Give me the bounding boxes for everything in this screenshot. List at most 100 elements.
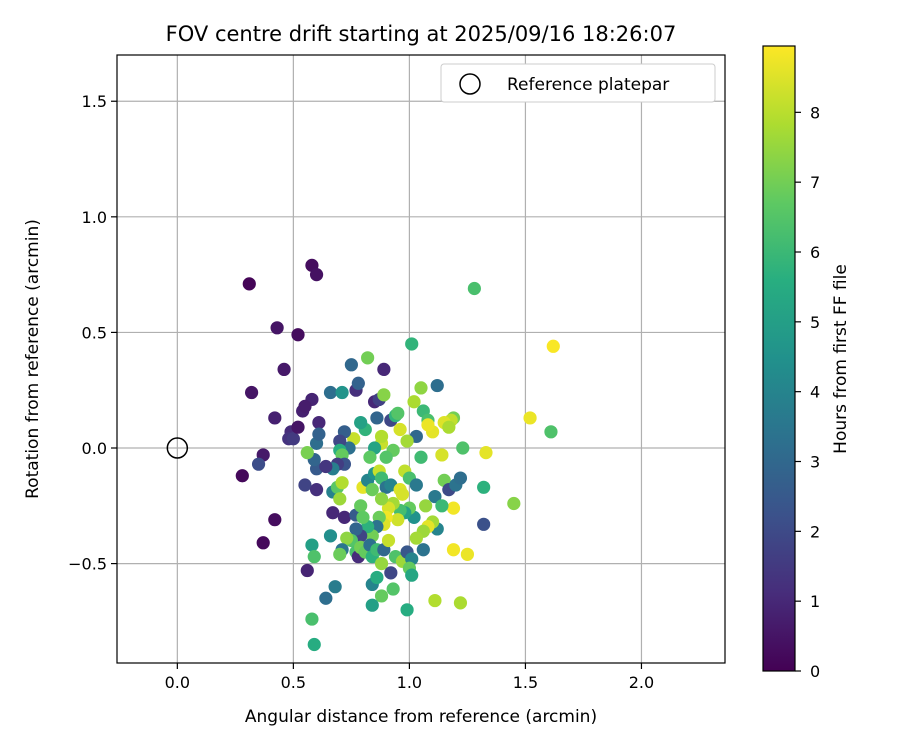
- data-point: [460, 547, 475, 561]
- data-point: [477, 517, 491, 531]
- data-point: [323, 385, 338, 400]
- data-point: [354, 415, 368, 430]
- data-point: [335, 385, 349, 400]
- x-axis-label: Angular distance from reference (arcmin): [245, 707, 597, 727]
- data-point: [479, 446, 493, 460]
- data-point: [307, 637, 321, 652]
- data-point: [419, 499, 433, 513]
- data-point: [356, 510, 370, 524]
- data-point: [435, 499, 449, 513]
- data-point: [374, 492, 389, 506]
- x-tick-label: 1.0: [397, 673, 422, 692]
- data-point: [300, 563, 314, 578]
- data-point: [405, 568, 419, 582]
- y-tick-label: 0.5: [82, 323, 107, 342]
- x-tick-label: 1.5: [513, 673, 538, 692]
- data-point: [391, 513, 405, 527]
- colorbar: 0 1 2 3 4 5 6 7 8 Hours from first FF file: [762, 45, 851, 681]
- data-point: [307, 550, 321, 564]
- data-point: [428, 489, 442, 504]
- data-point: [377, 388, 391, 402]
- data-point: [409, 531, 423, 545]
- y-tick-label: 1.0: [82, 208, 107, 227]
- data-point: [268, 411, 282, 425]
- data-point: [414, 381, 428, 395]
- data-point: [416, 543, 430, 557]
- colorbar-gradient: [762, 45, 796, 672]
- colorbar-tick-label: 6: [810, 243, 820, 262]
- legend: Reference platepar: [440, 63, 716, 103]
- data-point: [374, 589, 389, 603]
- data-point: [386, 582, 400, 596]
- scatter-points: [235, 258, 560, 652]
- data-point: [456, 441, 470, 455]
- data-point: [374, 429, 389, 444]
- data-point: [523, 411, 537, 425]
- data-point: [477, 480, 491, 494]
- data-point: [421, 418, 435, 432]
- data-point: [381, 533, 396, 548]
- data-point: [393, 422, 407, 437]
- data-point: [446, 501, 461, 515]
- data-point: [544, 425, 558, 439]
- data-point: [333, 492, 347, 506]
- data-point: [405, 337, 419, 351]
- data-point: [395, 487, 410, 501]
- y-tick-label: 0.0: [82, 439, 107, 458]
- data-point: [361, 351, 375, 365]
- data-point: [365, 483, 379, 497]
- colorbar-tick-label: 8: [810, 103, 820, 122]
- data-point: [442, 420, 456, 434]
- data-point: [235, 469, 249, 483]
- y-tick-label: 1.5: [82, 92, 107, 111]
- data-point: [340, 531, 354, 545]
- data-point: [309, 268, 324, 282]
- data-point: [312, 415, 326, 430]
- data-point: [546, 339, 560, 353]
- plot-area: [116, 54, 726, 664]
- chart-title: FOV centre drift starting at 2025/09/16 …: [166, 22, 677, 46]
- data-point: [384, 566, 398, 580]
- data-point: [435, 448, 449, 462]
- legend-marker-icon: [459, 73, 481, 95]
- plot-frame-bg: [117, 55, 725, 663]
- data-point: [305, 612, 319, 626]
- data-point: [244, 385, 259, 400]
- data-point: [242, 277, 256, 291]
- x-tick-label: 0.5: [281, 673, 306, 692]
- colorbar-tick-label: 0: [810, 662, 820, 681]
- data-point: [407, 395, 421, 409]
- data-point: [391, 406, 405, 420]
- data-point: [370, 411, 384, 425]
- data-point: [277, 362, 291, 377]
- data-point: [319, 591, 333, 605]
- data-point: [326, 506, 340, 520]
- data-point: [374, 556, 389, 571]
- data-point: [349, 522, 363, 536]
- y-axis-ticks: −0.5 0.0 0.5 1.0 1.5: [68, 92, 117, 574]
- x-tick-label: 0.0: [165, 673, 190, 692]
- data-point: [365, 598, 379, 612]
- data-point: [414, 450, 428, 464]
- x-tick-label: 2.0: [629, 673, 654, 692]
- data-point: [298, 399, 312, 413]
- data-point: [333, 434, 347, 448]
- reference-point-marker: [166, 437, 189, 459]
- data-point: [305, 538, 319, 552]
- colorbar-label: Hours from first FF file: [831, 264, 851, 454]
- data-point: [400, 603, 414, 617]
- data-point: [309, 483, 324, 497]
- colorbar-tick-label: 5: [810, 313, 820, 332]
- data-point: [333, 547, 347, 561]
- data-point: [507, 496, 521, 511]
- data-point: [409, 478, 423, 492]
- data-point: [337, 510, 352, 524]
- data-point: [467, 281, 481, 296]
- data-point: [291, 328, 305, 342]
- data-point: [370, 570, 384, 585]
- data-point: [379, 450, 393, 464]
- data-point: [256, 536, 270, 550]
- colorbar-tick-label: 7: [810, 173, 820, 192]
- data-point: [298, 478, 312, 492]
- colorbar-tick-label: 4: [810, 383, 820, 402]
